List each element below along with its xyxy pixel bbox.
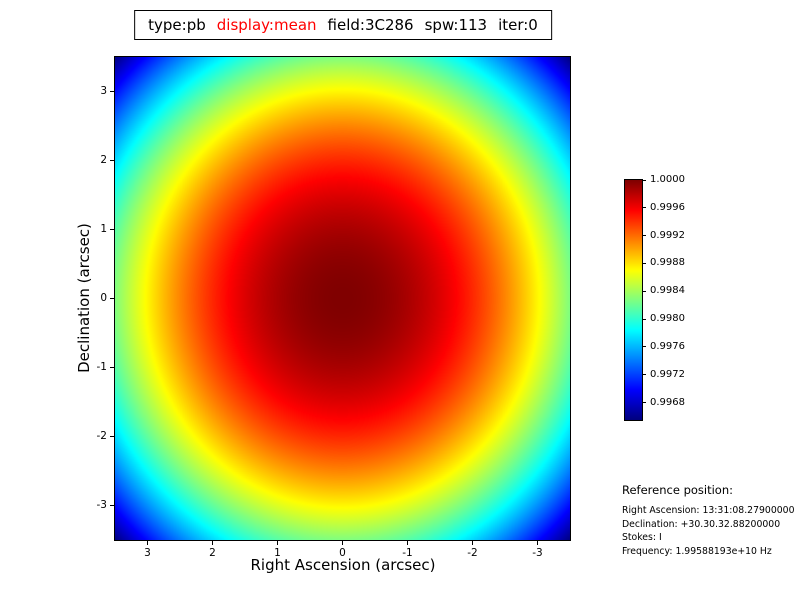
- x-tick-mark: [212, 541, 213, 545]
- title-segment: field:3C286: [327, 16, 414, 34]
- title-segment: type:pb: [148, 16, 206, 34]
- y-tick-mark: [110, 298, 114, 299]
- reference-heading: Reference position:: [622, 483, 733, 497]
- title-segment: spw:113: [424, 16, 488, 34]
- y-tick-label: -1: [96, 360, 107, 373]
- colorbar-tick-label: 0.9988: [650, 257, 685, 269]
- colorbar-tick-mark: [643, 262, 646, 264]
- y-tick-mark: [110, 505, 114, 506]
- x-tick-label: -2: [467, 547, 478, 559]
- colorbar-tick-mark: [643, 235, 646, 237]
- colorbar-tick-mark: [643, 207, 646, 209]
- colorbar-tick-mark: [643, 290, 646, 292]
- colorbar-tick-mark: [643, 402, 646, 404]
- y-tick-mark: [110, 91, 114, 92]
- x-tick-mark: [407, 541, 408, 545]
- x-tick-mark: [277, 541, 278, 545]
- colorbar-tick-label: 1.0000: [650, 174, 685, 185]
- y-tick-mark: [110, 160, 114, 161]
- x-axis-label: Right Ascension (arcsec): [250, 556, 436, 574]
- reference-line: Declination: +30.30.32.88200000: [622, 518, 781, 530]
- x-tick-label: 2: [209, 547, 216, 559]
- x-tick-label: 3: [144, 547, 151, 559]
- x-tick-mark: [147, 541, 148, 545]
- colorbar-tick-label: 0.9984: [650, 285, 685, 297]
- colorbar-tick-mark: [643, 179, 646, 181]
- y-tick-mark: [110, 436, 114, 437]
- colorbar-tick-mark: [643, 318, 646, 320]
- colorbar-tick-mark: [643, 374, 646, 376]
- x-tick-mark: [342, 541, 343, 545]
- x-tick-mark: [472, 541, 473, 545]
- colorbar-gradient: [625, 180, 642, 420]
- plot-title-box: type:pb display:mean field:3C286 spw:113 ite…: [134, 10, 552, 40]
- plot-area[interactable]: [114, 56, 571, 541]
- y-tick-label: 2: [100, 153, 107, 166]
- beam-image: [115, 57, 570, 540]
- colorbar-tick-label: 0.9996: [650, 201, 685, 213]
- colorbar-tick-label: 0.9972: [650, 368, 685, 380]
- title-segment: display:mean: [216, 16, 317, 34]
- y-tick-label: -3: [96, 498, 107, 511]
- colorbar-tick-label: 0.9992: [650, 229, 685, 241]
- colorbar-tick-label: 0.9980: [650, 313, 685, 325]
- y-tick-label: 0: [100, 291, 107, 304]
- y-tick-mark: [110, 367, 114, 368]
- y-tick-label: 3: [100, 84, 107, 97]
- x-tick-label: 0: [339, 547, 346, 559]
- y-tick-label: -2: [96, 429, 107, 442]
- reference-lines: Right Ascension: 13:31:08.27900000 Declin…: [622, 504, 795, 558]
- y-tick-label: 1: [100, 222, 107, 235]
- colorbar-tick-mark: [643, 346, 646, 348]
- colorbar-tick-label: 0.9976: [650, 340, 685, 352]
- x-tick-label: 1: [274, 547, 281, 559]
- reference-line: Stokes: I: [622, 532, 662, 543]
- x-tick-label: -3: [532, 547, 543, 559]
- x-tick-mark: [537, 541, 538, 545]
- title-segment: iter:0: [498, 16, 538, 34]
- reference-line: Right Ascension: 13:31:08.27900000: [622, 505, 795, 516]
- y-tick-mark: [110, 229, 114, 230]
- reference-position-block: Reference position: Right Ascension: 13:…: [622, 483, 795, 558]
- x-tick-label: -1: [402, 547, 413, 559]
- colorbar: [624, 179, 643, 421]
- colorbar-tick-label: 0.9968: [650, 396, 685, 408]
- reference-line: Frequency: 1.99588193e+10 Hz: [622, 545, 772, 557]
